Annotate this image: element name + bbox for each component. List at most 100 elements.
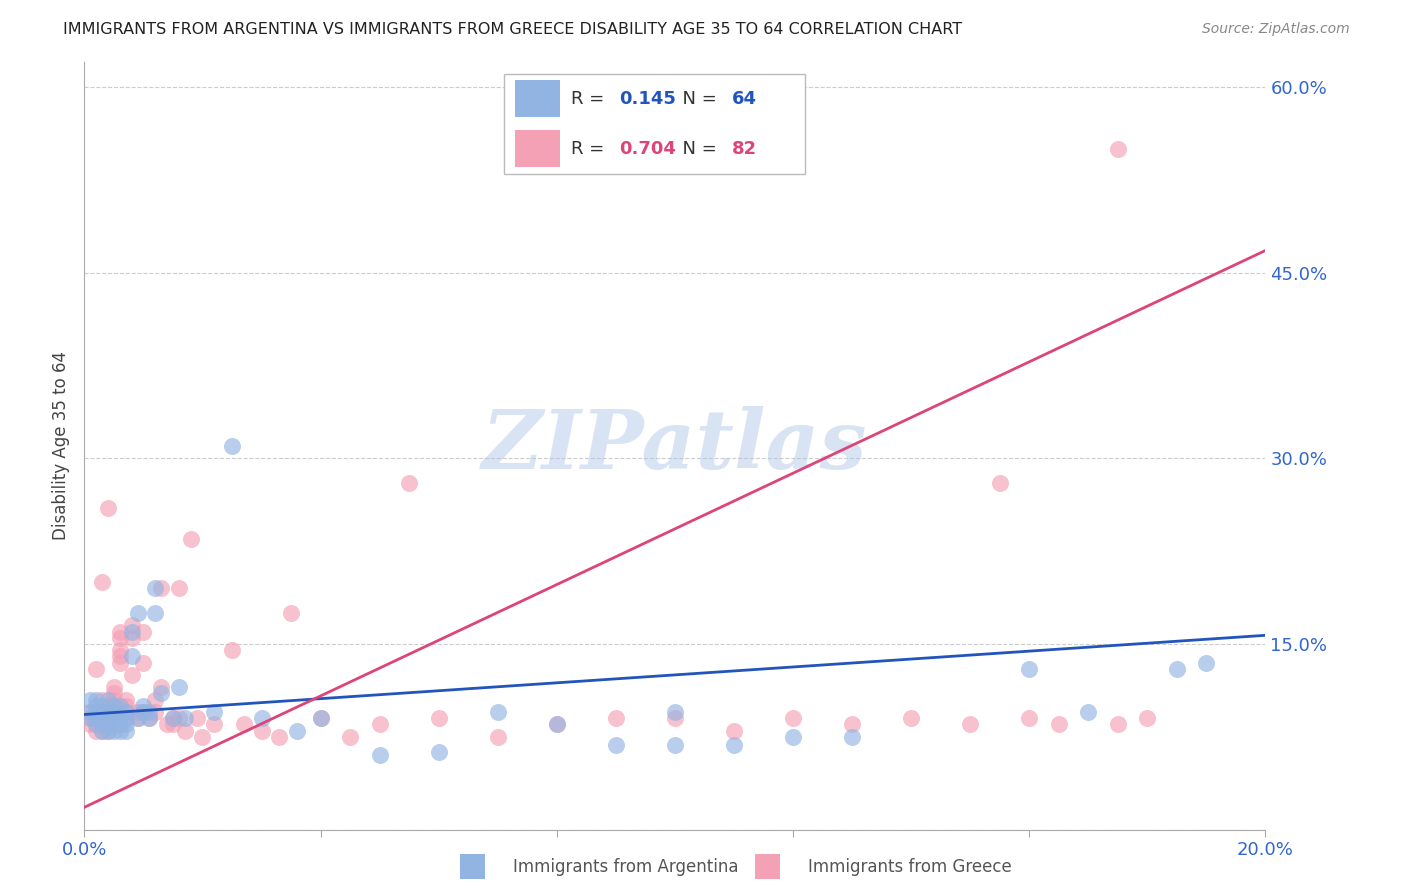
Point	[108, 643, 131, 657]
Point	[664, 739, 686, 753]
Point	[232, 717, 254, 731]
Point	[398, 476, 420, 491]
Point	[108, 656, 131, 670]
Point	[79, 705, 101, 719]
Point	[79, 711, 101, 725]
Point	[368, 717, 391, 731]
Point	[202, 705, 225, 719]
Point	[114, 705, 136, 719]
Point	[103, 686, 125, 700]
Point	[97, 698, 120, 713]
Point	[132, 624, 155, 639]
Point	[97, 717, 120, 731]
Point	[250, 711, 273, 725]
Point	[162, 717, 184, 731]
Point	[114, 717, 136, 731]
Point	[127, 705, 149, 719]
Point	[664, 705, 686, 719]
Point	[108, 717, 131, 731]
Point	[221, 439, 243, 453]
Point	[84, 705, 107, 719]
Point	[84, 698, 107, 713]
Text: IMMIGRANTS FROM ARGENTINA VS IMMIGRANTS FROM GREECE DISABILITY AGE 35 TO 64 CORR: IMMIGRANTS FROM ARGENTINA VS IMMIGRANTS …	[63, 22, 962, 37]
Point	[97, 717, 120, 731]
Point	[723, 723, 745, 738]
Point	[605, 711, 627, 725]
Point	[309, 711, 332, 725]
Text: Source: ZipAtlas.com: Source: ZipAtlas.com	[1202, 22, 1350, 37]
Point	[143, 582, 166, 596]
Bar	[516, 80, 561, 117]
Point	[162, 711, 184, 725]
Text: 82: 82	[731, 140, 756, 158]
Point	[269, 730, 291, 744]
Point	[103, 705, 125, 719]
Point	[900, 711, 922, 725]
Point	[138, 711, 160, 725]
Point	[173, 723, 195, 738]
Point	[121, 618, 143, 632]
Point	[91, 717, 114, 731]
Point	[121, 649, 143, 664]
Point	[250, 723, 273, 738]
Point	[103, 711, 125, 725]
Point	[91, 723, 114, 738]
Point	[1166, 662, 1188, 676]
Point	[108, 698, 131, 713]
Point	[108, 711, 131, 725]
Point	[97, 711, 120, 725]
Point	[127, 711, 149, 725]
Point	[84, 705, 107, 719]
Point	[97, 705, 120, 719]
Point	[723, 739, 745, 753]
Bar	[503, 74, 804, 174]
Point	[91, 723, 114, 738]
Point	[167, 680, 190, 694]
Point	[486, 730, 509, 744]
Point	[103, 698, 125, 713]
Point	[97, 723, 120, 738]
Point	[91, 705, 114, 719]
Point	[97, 500, 120, 515]
Point	[84, 711, 107, 725]
Point	[191, 730, 214, 744]
Point	[108, 624, 131, 639]
Point	[84, 717, 107, 731]
Point	[180, 532, 202, 546]
Text: 0.704: 0.704	[620, 140, 676, 158]
Point	[97, 711, 120, 725]
Point	[114, 698, 136, 713]
Point	[143, 705, 166, 719]
Point	[285, 723, 308, 738]
Point	[132, 705, 155, 719]
Point	[339, 730, 361, 744]
Point	[486, 705, 509, 719]
Point	[132, 656, 155, 670]
Point	[150, 582, 173, 596]
Point	[103, 692, 125, 706]
Point	[546, 717, 568, 731]
Point	[97, 705, 120, 719]
Point	[114, 723, 136, 738]
Point	[1018, 662, 1040, 676]
Point	[103, 717, 125, 731]
Point	[309, 711, 332, 725]
Point	[427, 745, 450, 759]
Point	[202, 717, 225, 731]
Point	[959, 717, 981, 731]
Point	[114, 711, 136, 725]
Point	[427, 711, 450, 725]
Point	[546, 717, 568, 731]
Point	[114, 705, 136, 719]
Point	[91, 575, 114, 590]
Point	[841, 717, 863, 731]
Point	[103, 680, 125, 694]
Point	[280, 606, 302, 620]
Point	[988, 476, 1011, 491]
Point	[368, 748, 391, 763]
Point	[84, 723, 107, 738]
Point	[91, 711, 114, 725]
Point	[1136, 711, 1159, 725]
Point	[156, 717, 179, 731]
Point	[121, 668, 143, 682]
